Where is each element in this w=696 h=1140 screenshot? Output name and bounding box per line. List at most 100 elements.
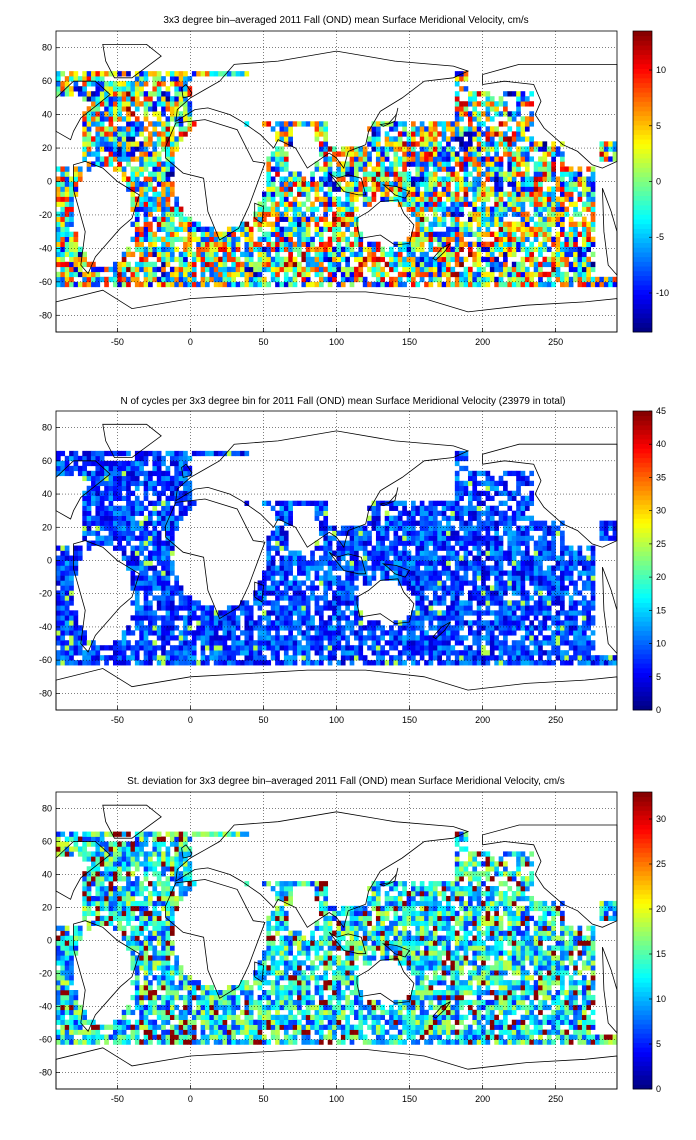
heatmap-cell bbox=[568, 171, 574, 177]
heatmap-cell bbox=[86, 455, 92, 462]
heatmap-cell bbox=[156, 540, 162, 546]
heatmap-cell bbox=[424, 605, 429, 611]
heatmap-cell bbox=[511, 191, 517, 197]
heatmap-cell bbox=[358, 540, 364, 546]
heatmap-cell bbox=[187, 660, 193, 666]
heatmap-cell bbox=[507, 111, 513, 117]
heatmap-cell bbox=[60, 171, 66, 177]
heatmap-cell bbox=[69, 176, 74, 182]
heatmap-cell bbox=[261, 251, 267, 258]
heatmap-cell bbox=[432, 216, 438, 222]
heatmap-cell bbox=[411, 121, 416, 127]
heatmap-cell bbox=[104, 106, 109, 112]
heatmap-cell bbox=[503, 121, 508, 127]
heatmap-cell bbox=[432, 650, 438, 656]
heatmap-cell bbox=[152, 490, 158, 497]
heatmap-cell bbox=[244, 241, 250, 248]
heatmap-cell bbox=[397, 525, 403, 531]
heatmap-cell bbox=[503, 206, 508, 212]
heatmap-cell bbox=[261, 500, 267, 506]
heatmap-cell bbox=[498, 206, 504, 212]
heatmap-cell bbox=[476, 206, 482, 212]
heatmap-cell bbox=[69, 211, 74, 217]
heatmap-cell bbox=[165, 635, 171, 641]
heatmap-cell bbox=[165, 520, 171, 526]
heatmap-cell bbox=[323, 605, 329, 611]
heatmap-cell bbox=[577, 231, 583, 237]
heatmap-cell bbox=[178, 505, 184, 511]
heatmap-cell bbox=[327, 161, 333, 167]
heatmap-cell bbox=[165, 655, 171, 661]
colorbar-segment bbox=[633, 153, 652, 159]
heatmap-cell bbox=[503, 201, 508, 207]
heatmap-cell bbox=[305, 231, 311, 237]
heatmap-cell bbox=[393, 660, 399, 666]
heatmap-cell bbox=[161, 490, 166, 497]
heatmap-cell bbox=[424, 271, 429, 278]
heatmap-cell bbox=[121, 555, 127, 561]
heatmap-cell bbox=[174, 480, 180, 487]
heatmap-cell bbox=[257, 600, 263, 606]
heatmap-cell bbox=[498, 166, 504, 172]
heatmap-cell bbox=[393, 505, 399, 511]
heatmap-cell bbox=[161, 221, 166, 227]
heatmap-cell bbox=[99, 470, 105, 477]
heatmap-cell bbox=[327, 241, 333, 248]
heatmap-cell bbox=[411, 251, 416, 258]
heatmap-cell bbox=[112, 505, 118, 511]
heatmap-cell bbox=[415, 635, 421, 641]
heatmap-cell bbox=[437, 246, 442, 253]
heatmap-cell bbox=[529, 281, 535, 288]
heatmap-cell bbox=[248, 610, 254, 616]
x-tick-label: 0 bbox=[188, 337, 193, 347]
heatmap-cell bbox=[450, 226, 456, 232]
heatmap-cell bbox=[367, 241, 372, 248]
colorbar-segment bbox=[633, 214, 652, 220]
heatmap-cell bbox=[161, 645, 166, 651]
heatmap-cell bbox=[577, 176, 583, 182]
heatmap-cell bbox=[161, 565, 166, 571]
heatmap-cell bbox=[244, 221, 250, 227]
heatmap-cell bbox=[573, 171, 578, 177]
heatmap-cell bbox=[524, 146, 530, 152]
heatmap-cell bbox=[318, 266, 324, 273]
heatmap-cell bbox=[524, 126, 530, 132]
heatmap-cell bbox=[143, 216, 149, 222]
heatmap-cell bbox=[126, 560, 131, 566]
heatmap-cell bbox=[411, 510, 416, 516]
heatmap-cell bbox=[586, 261, 592, 268]
heatmap-cell bbox=[332, 615, 337, 621]
heatmap-cell bbox=[143, 505, 149, 511]
heatmap-cell bbox=[209, 231, 215, 237]
heatmap-cell bbox=[511, 271, 517, 278]
heatmap-cell bbox=[261, 600, 267, 606]
heatmap-cell bbox=[165, 136, 171, 142]
heatmap-cell bbox=[358, 630, 364, 636]
heatmap-cell bbox=[139, 625, 144, 631]
heatmap-cell bbox=[375, 650, 381, 656]
heatmap-cell bbox=[108, 81, 114, 87]
heatmap-cell bbox=[424, 201, 429, 207]
heatmap-cell bbox=[507, 276, 513, 283]
heatmap-cell bbox=[358, 191, 364, 197]
heatmap-cell bbox=[169, 545, 175, 551]
heatmap-cell bbox=[524, 256, 530, 263]
heatmap-cell bbox=[573, 236, 578, 243]
heatmap-cell bbox=[546, 171, 552, 177]
heatmap-cell bbox=[253, 645, 258, 651]
heatmap-cell bbox=[454, 71, 460, 77]
heatmap-cell bbox=[292, 600, 298, 606]
heatmap-cell bbox=[297, 595, 302, 601]
heatmap-cell bbox=[275, 615, 280, 621]
heatmap-cell bbox=[432, 655, 438, 661]
heatmap-cell bbox=[77, 635, 83, 641]
heatmap-cell bbox=[148, 485, 153, 492]
heatmap-cell bbox=[367, 246, 372, 253]
heatmap-cell bbox=[91, 276, 96, 283]
heatmap-cell bbox=[349, 570, 355, 576]
heatmap-cell bbox=[393, 166, 399, 172]
heatmap-cell bbox=[297, 171, 302, 177]
heatmap-cell bbox=[108, 151, 114, 157]
heatmap-cell bbox=[82, 495, 87, 501]
